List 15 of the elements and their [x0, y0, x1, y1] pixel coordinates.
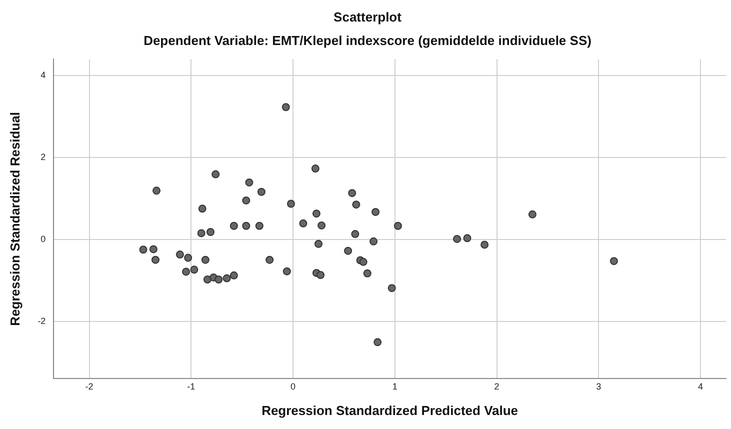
x-tick-label: 2 [494, 381, 500, 392]
x-tick-label: -2 [85, 381, 94, 392]
chart-title: Scatterplot [334, 9, 402, 24]
x-tick-label: -1 [187, 381, 196, 392]
y-tick-label: -2 [38, 316, 46, 326]
x-tick-label: 3 [596, 381, 602, 392]
y-tick-label: 0 [40, 234, 46, 244]
x-tick-label: 0 [290, 381, 296, 392]
x-axis-title: Regression Standardized Predicted Value [262, 402, 518, 418]
x-tick-label: 1 [392, 381, 398, 392]
x-tick-label: 4 [698, 381, 704, 392]
chart-subtitle: Dependent Variable: EMT/Klepel indexscore (gemiddelde individuele SS) [144, 32, 592, 48]
y-tick-label: 4 [40, 70, 46, 80]
y-tick-label: 2 [40, 152, 46, 162]
y-axis-title: Regression Standardized Residual [7, 112, 22, 326]
